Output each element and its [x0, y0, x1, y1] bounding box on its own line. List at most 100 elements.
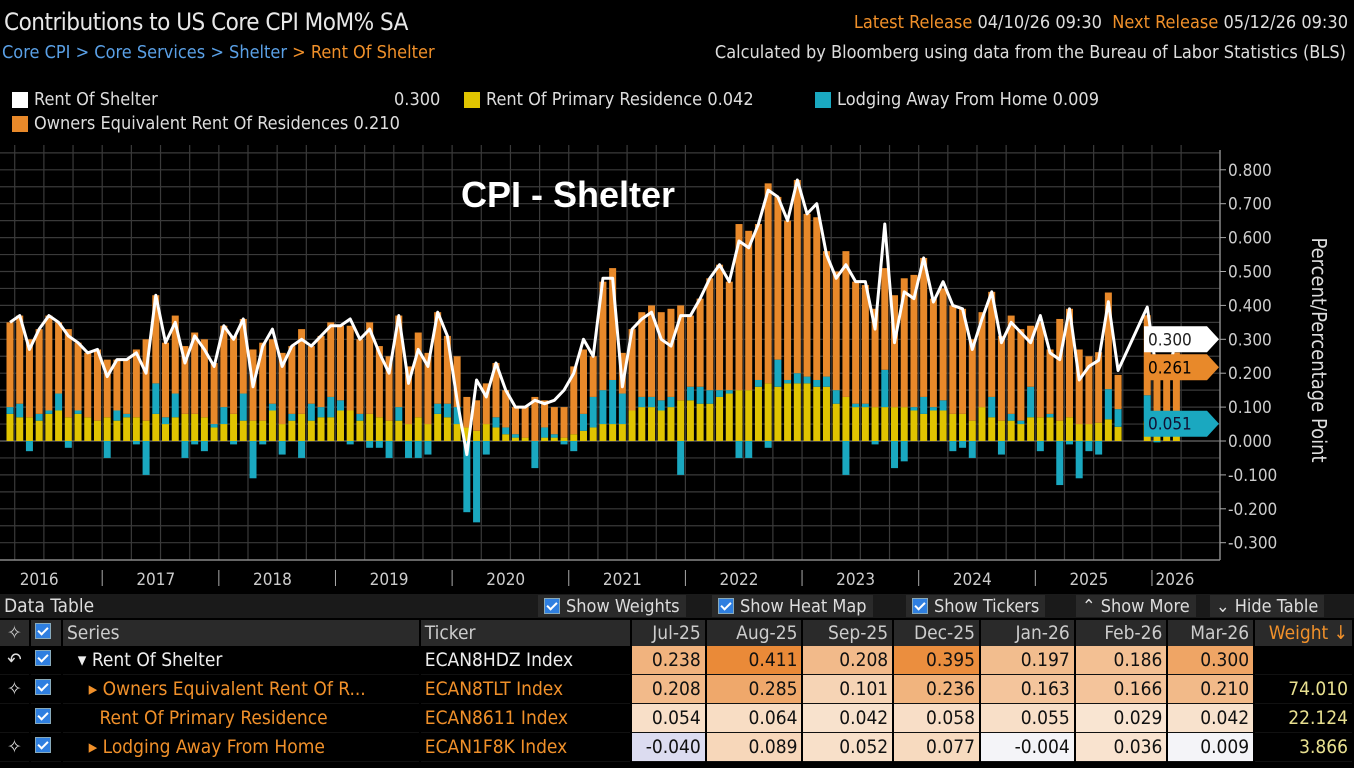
breadcrumb-shelter[interactable]: Shelter: [229, 42, 288, 63]
bar-rent-primary-residence: [1114, 426, 1122, 441]
bar-rent-primary-residence: [171, 417, 179, 441]
bar-lodging: [988, 396, 996, 418]
bar-lodging: [638, 396, 646, 408]
legend-rent-of-shelter[interactable]: Rent Of Shelter 0.300: [12, 89, 440, 110]
bar-lodging: [1075, 441, 1083, 479]
bar-oer: [113, 359, 121, 411]
bar-rent-primary-residence: [288, 420, 296, 441]
col-mar-26[interactable]: Mar-26: [1167, 620, 1256, 646]
expand-icon[interactable]: [67, 707, 100, 729]
bar-rent-primary-residence: [307, 420, 315, 441]
row-checkbox[interactable]: [29, 646, 63, 675]
select-all-checkbox[interactable]: [29, 620, 63, 646]
show-heat-map-toggle[interactable]: Show Heat Map: [712, 595, 873, 617]
bar-oer: [550, 407, 558, 435]
data-table-toolbar: Data Table Show Weights Show Heat Map Sh…: [0, 594, 1354, 618]
bar-oer: [745, 230, 753, 391]
bar-oer: [55, 322, 63, 394]
row-checkbox[interactable]: [29, 703, 63, 733]
bar-rent-primary-residence: [6, 413, 14, 441]
series-cell[interactable]: Rent Of Primary Residence: [61, 703, 421, 733]
col-feb-26[interactable]: Feb-26: [1074, 620, 1169, 646]
series-name: Rent Of Primary Residence: [99, 707, 328, 729]
show-tickers-toggle[interactable]: Show Tickers: [906, 595, 1046, 617]
legend-lodging[interactable]: Lodging Away From Home 0.009: [815, 89, 1099, 110]
series-cell[interactable]: ▾ Rent Of Shelter: [61, 646, 421, 675]
legend-oer[interactable]: Owners Equivalent Rent Of Residences 0.2…: [12, 113, 400, 134]
bar-lodging: [171, 393, 179, 418]
hide-table-button[interactable]: ⌄ Hide Table: [1210, 595, 1325, 617]
expand-icon[interactable]: ▸: [66, 736, 103, 758]
col-series[interactable]: Series: [61, 620, 421, 646]
value-cell: 0.036: [1074, 732, 1169, 762]
bar-rent-primary-residence: [745, 390, 753, 441]
bar-lodging: [648, 396, 656, 408]
col-sep-25[interactable]: Sep-25: [802, 620, 895, 646]
bar-rent-primary-residence: [191, 413, 199, 441]
series-cell[interactable]: ▸ Owners Equivalent Rent Of R...: [61, 674, 421, 704]
row-checkbox[interactable]: [29, 674, 63, 704]
undo-icon[interactable]: ↶: [0, 646, 31, 675]
bar-lodging: [288, 413, 296, 421]
legend-rent-primary-residence[interactable]: Rent Of Primary Residence 0.042: [464, 89, 754, 110]
y-tick-label: -0.300: [1228, 534, 1277, 554]
bar-rent-primary-residence: [978, 407, 986, 441]
bar-rent-primary-residence: [949, 413, 957, 441]
show-more-button[interactable]: ⌃ Show More: [1076, 595, 1196, 617]
breadcrumb-core-services[interactable]: Core Services: [94, 42, 206, 63]
col-dec-25[interactable]: Dec-25: [893, 620, 981, 646]
bar-lodging: [579, 413, 587, 431]
bar-lodging: [162, 417, 170, 425]
series-cell[interactable]: ▸ Lodging Away From Home: [61, 732, 421, 762]
table-row[interactable]: Rent Of Primary Residence ECAN8611 Index 0…: [0, 703, 1354, 733]
bar-rent-primary-residence: [560, 437, 568, 441]
row-icon-empty: [0, 703, 31, 733]
bar-rent-primary-residence: [822, 386, 830, 441]
bar-lodging: [1056, 441, 1064, 486]
checkbox-icon: [912, 598, 928, 614]
col-jul-25[interactable]: Jul-25: [630, 620, 707, 646]
bar-rent-primary-residence: [696, 403, 704, 441]
bar-oer: [784, 220, 792, 380]
bar-rent-primary-residence: [910, 410, 918, 441]
bar-oer: [93, 349, 101, 421]
chart-plot[interactable]: 0.800 0.700 0.600 0.500 0.400 0.300 0.200 0.100…: [0, 145, 1354, 595]
x-tick-label: 2019: [370, 570, 409, 590]
crosshair-icon[interactable]: ✧: [0, 674, 31, 704]
table-row[interactable]: ✧ ▸ Owners Equivalent Rent Of R... ECAN8T…: [0, 674, 1354, 704]
bar-oer: [648, 305, 656, 397]
value-cell: 0.236: [893, 674, 981, 704]
col-ticker[interactable]: Ticker: [419, 620, 632, 646]
bar-oer: [473, 400, 481, 431]
bar-rent-primary-residence: [385, 420, 393, 441]
expand-icon[interactable]: ▾: [66, 649, 92, 671]
table-row[interactable]: ✧ ▸ Lodging Away From Home ECAN1F8K Index…: [0, 732, 1354, 762]
weight-cell: 74.010: [1254, 674, 1354, 704]
show-weights-toggle[interactable]: Show Weights: [538, 595, 686, 617]
col-jan-26[interactable]: Jan-26: [979, 620, 1076, 646]
crosshair-icon[interactable]: ✧: [0, 732, 31, 762]
col-weight[interactable]: Weight ↓: [1254, 620, 1354, 646]
bar-rent-primary-residence: [735, 390, 743, 441]
bar-lodging: [142, 441, 150, 475]
bar-oer: [443, 335, 451, 404]
bar-lodging: [599, 390, 607, 425]
col-aug-25[interactable]: Aug-25: [705, 620, 804, 646]
crosshair-icon[interactable]: ✧: [0, 620, 31, 646]
table-row[interactable]: ↶ ▾ Rent Of Shelter ECAN8HDZ Index 0.238 0.…: [0, 646, 1354, 675]
expand-icon[interactable]: ▸: [66, 678, 103, 700]
bar-rent-primary-residence: [1065, 417, 1073, 441]
y-tick-label: 0.500: [1228, 263, 1272, 283]
bar-rent-primary-residence: [832, 403, 840, 441]
row-checkbox[interactable]: [29, 732, 63, 762]
breadcrumb-core-cpi[interactable]: Core CPI: [2, 42, 71, 63]
bar-rent-primary-residence: [181, 413, 189, 441]
bar-lodging: [220, 407, 228, 425]
bar-oer: [1153, 367, 1161, 423]
bar-lodging: [842, 441, 850, 475]
value-cell: 0.042: [1167, 703, 1256, 733]
bar-oer: [997, 335, 1005, 421]
bar-oer: [842, 251, 850, 397]
bar-rent-primary-residence: [677, 400, 685, 441]
bar-oer: [852, 281, 860, 404]
